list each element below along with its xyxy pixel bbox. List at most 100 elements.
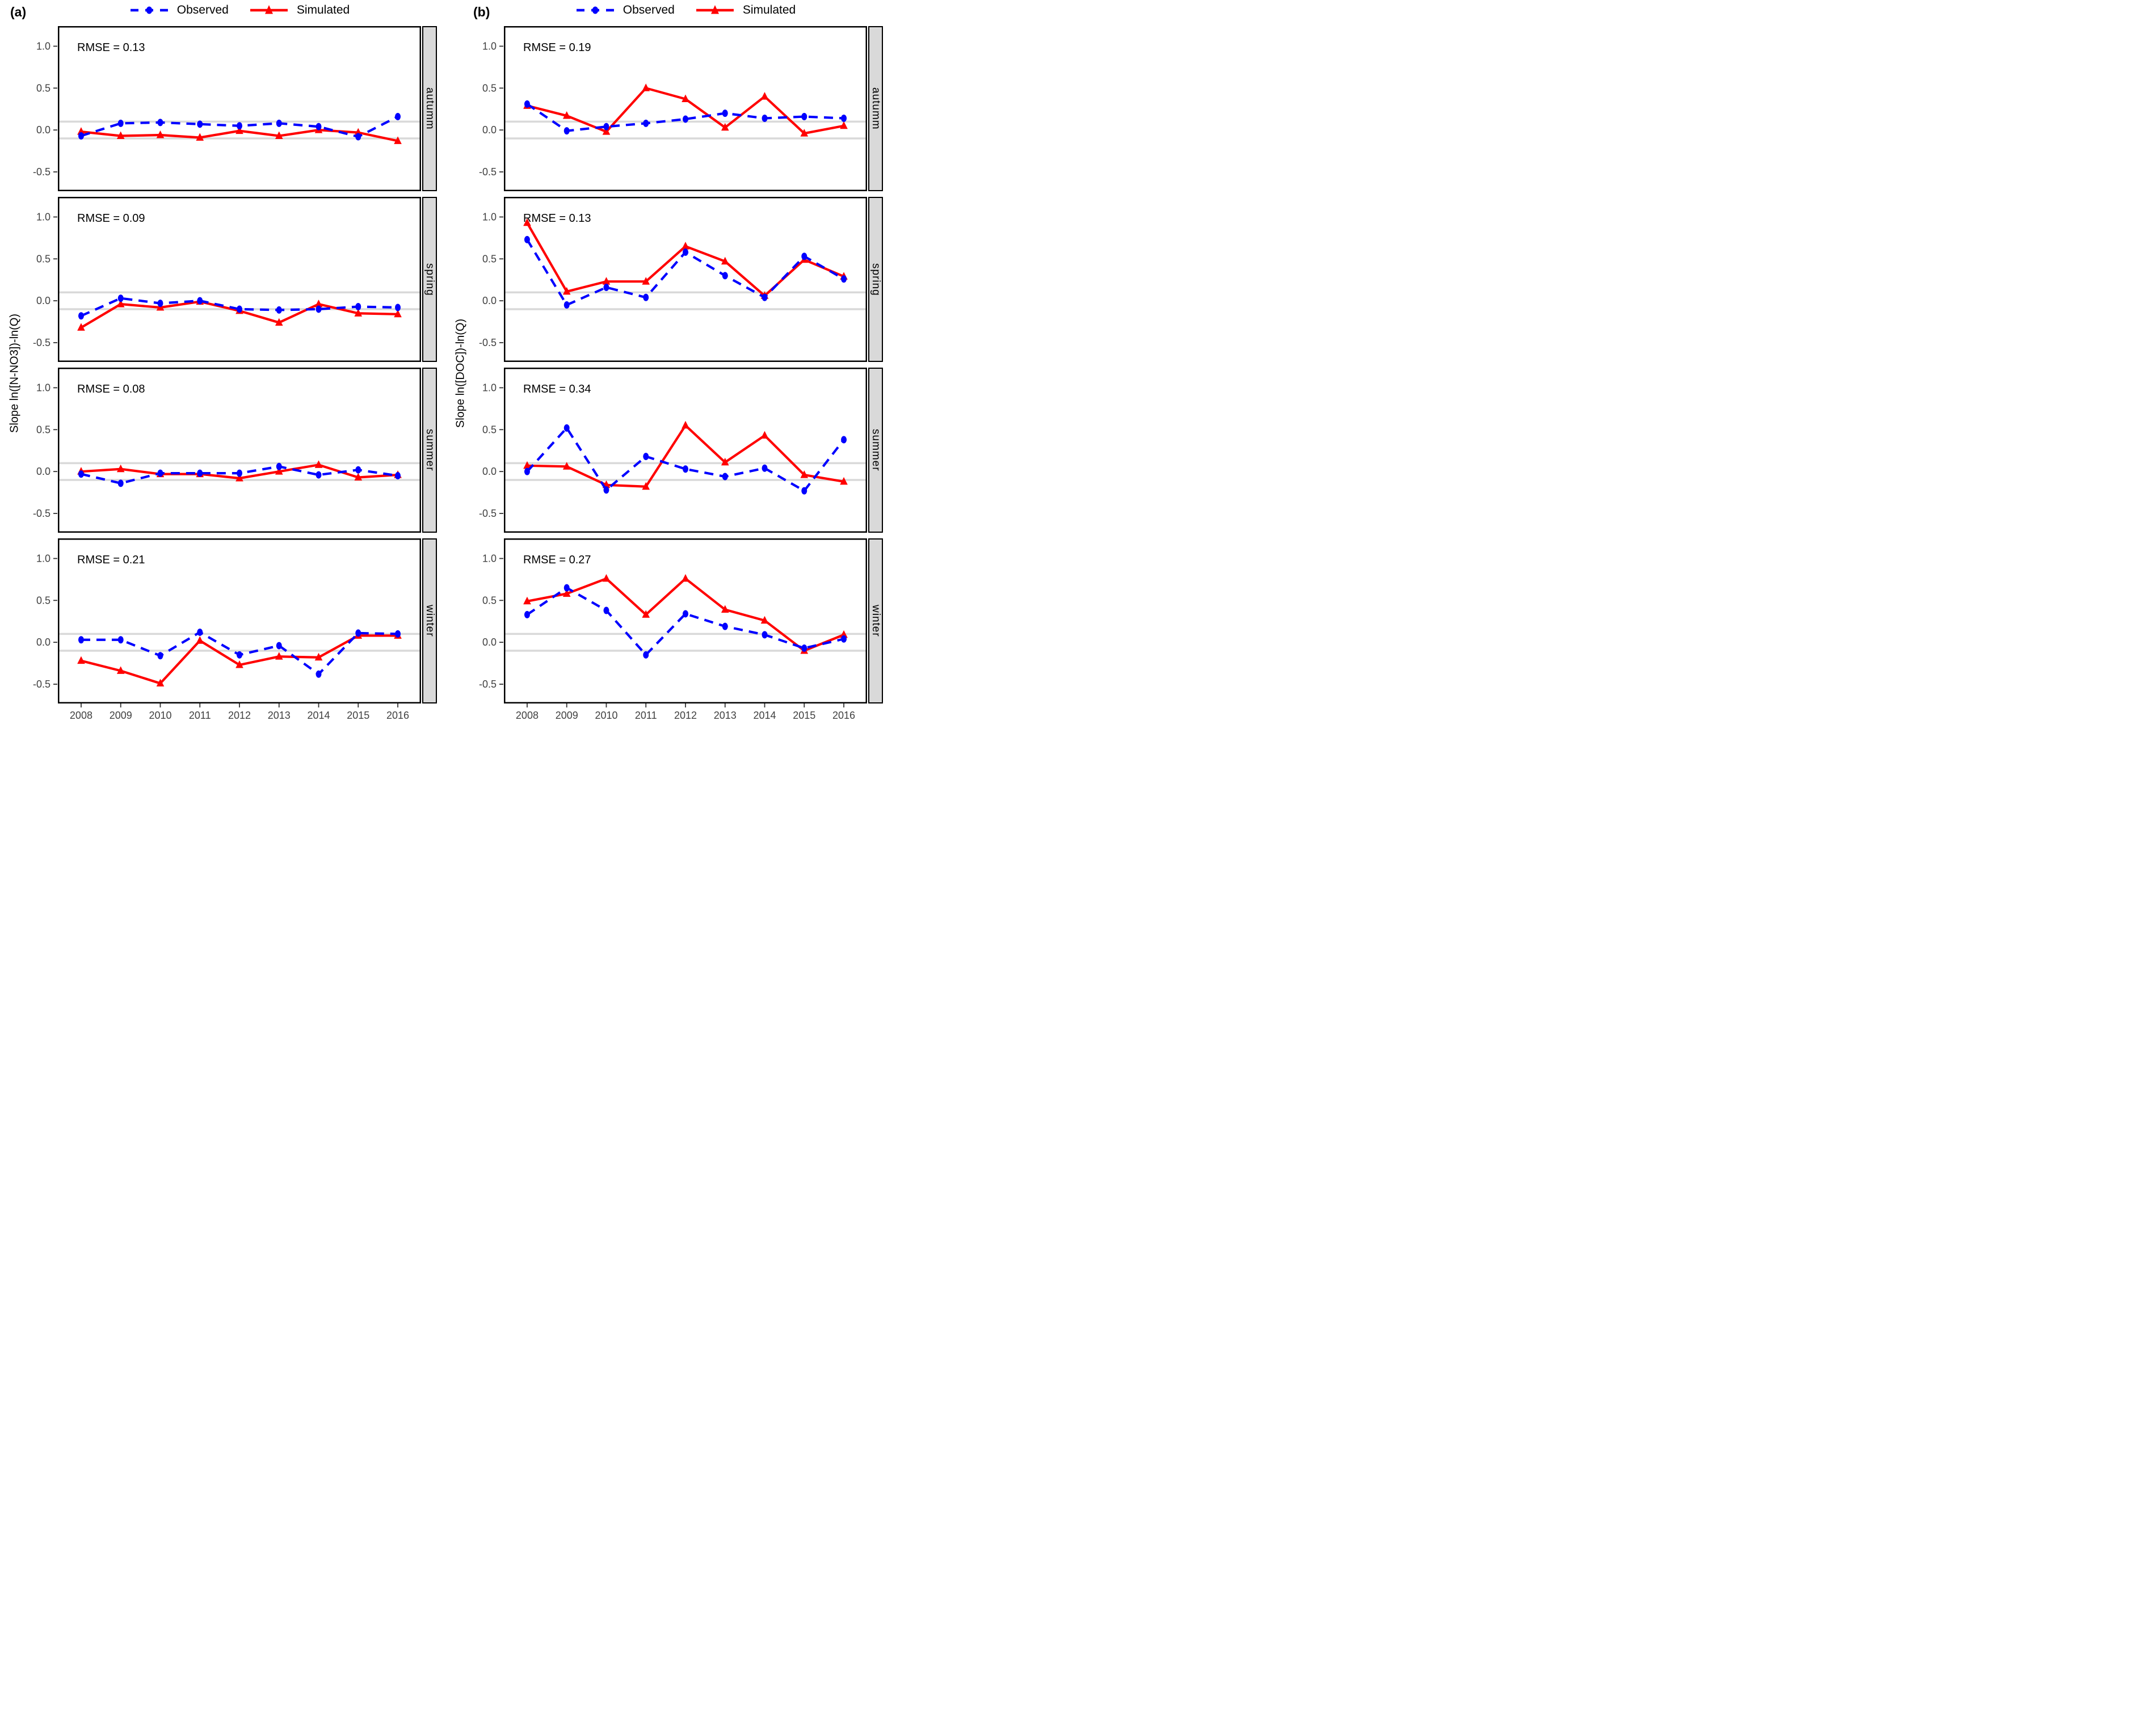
facet-a-summer: 1.0 0.5 0.0 -0.5 RMSE = 0.08 summer	[25, 368, 437, 533]
observed-series	[524, 584, 847, 659]
y-axis-ticks: 1.0 0.5 0.0 -0.5	[479, 382, 503, 519]
svg-text:0.5: 0.5	[36, 82, 51, 94]
svg-text:-0.5: -0.5	[479, 508, 497, 519]
legend-row-b: (b) Observed Simulated	[451, 0, 883, 26]
facet-a-autumn: 1.0 0.5 0.0 -0.5 RMSE = 0.13 autumm	[25, 26, 437, 191]
panel-border	[504, 538, 867, 703]
facet-strip-label: winter	[870, 605, 882, 637]
facet-strip-a-spring: spring	[422, 197, 437, 362]
svg-text:2012: 2012	[674, 710, 697, 720]
svg-text:2012: 2012	[228, 710, 251, 720]
svg-text:-0.5: -0.5	[479, 679, 497, 690]
svg-text:2011: 2011	[635, 710, 657, 720]
svg-text:0.0: 0.0	[36, 124, 51, 136]
svg-text:2009: 2009	[556, 710, 578, 720]
facet-b-autumn: 1.0 0.5 0.0 -0.5 RMSE = 0.19 autumm	[471, 26, 883, 191]
facet-a-spring: 1.0 0.5 0.0 -0.5 RMSE = 0.09 spring	[25, 197, 437, 362]
svg-text:-0.5: -0.5	[479, 337, 497, 348]
x-axis-b: 2008 2009 2010 2011 2012 2013 2014 2015 2016	[516, 703, 855, 720]
svg-text:-0.5: -0.5	[479, 166, 497, 178]
panel-border	[504, 368, 867, 533]
rmse-annotation: RMSE = 0.13	[523, 212, 591, 225]
panel-border	[58, 368, 421, 533]
y-axis-ticks: 1.0 0.5 0.0 -0.5	[479, 553, 503, 690]
legend-row-a: (a) Observed Simulated	[5, 0, 437, 26]
observed-series	[524, 100, 847, 135]
facet-strip-label: summer	[870, 429, 882, 471]
y-axis-title-b: Slope ln([DOC])-ln(Q)	[451, 26, 471, 720]
observed-dashed-line-icon	[576, 6, 614, 14]
svg-text:2010: 2010	[149, 710, 171, 720]
legend-label-simulated: Simulated	[742, 3, 796, 16]
svg-text:2011: 2011	[189, 710, 211, 720]
facet-strip-label: winter	[424, 605, 436, 637]
svg-text:2008: 2008	[70, 710, 92, 720]
facet-strip-label: spring	[870, 263, 882, 296]
panel-background	[25, 197, 421, 362]
y-axis-title-a: Slope ln([N-NO3])-ln(Q)	[5, 26, 25, 720]
facet-b-spring: 1.0 0.5 0.0 -0.5 RMSE = 0.13 spring	[471, 197, 883, 362]
panel-plot-b-summer: 1.0 0.5 0.0 -0.5 RMSE = 0.34	[471, 368, 867, 533]
reference-lines	[505, 462, 866, 481]
rmse-annotation: RMSE = 0.09	[77, 212, 145, 225]
facet-strip-a-autumn: autumm	[422, 26, 437, 191]
rmse-annotation: RMSE = 0.34	[523, 383, 591, 395]
facet-strip-a-winter: winter	[422, 538, 437, 703]
simulated-series	[523, 83, 848, 137]
rmse-annotation: RMSE = 0.19	[523, 41, 591, 54]
observed-series	[524, 424, 847, 495]
panel-border	[504, 197, 867, 362]
svg-text:0.5: 0.5	[36, 595, 51, 606]
rmse-annotation: RMSE = 0.27	[523, 554, 591, 566]
svg-text:1.0: 1.0	[36, 382, 51, 393]
facet-strip-label: autumm	[424, 87, 436, 130]
observed-series	[78, 628, 401, 678]
panel-border	[58, 197, 421, 362]
svg-text:2016: 2016	[832, 710, 855, 720]
svg-text:2013: 2013	[268, 710, 291, 720]
column-a: (a) Observed Simulated	[5, 0, 437, 720]
panel-background	[471, 197, 867, 362]
facet-strip-label: summer	[424, 429, 436, 471]
svg-text:1.0: 1.0	[482, 40, 497, 52]
svg-text:2014: 2014	[753, 710, 776, 720]
plots-a: 1.0 0.5 0.0 -0.5 RMSE = 0.13 autumm 1.0 0.5 0.…	[25, 26, 437, 720]
facet-strip-b-summer: summer	[868, 368, 883, 533]
svg-text:-0.5: -0.5	[33, 508, 51, 519]
svg-text:1.0: 1.0	[482, 211, 497, 222]
svg-text:0.0: 0.0	[36, 637, 51, 648]
facet-strip-b-autumn: autumm	[868, 26, 883, 191]
panel-a-tag: (a)	[10, 5, 27, 19]
panel-plot-a-spring: 1.0 0.5 0.0 -0.5 RMSE = 0.09	[25, 197, 421, 362]
svg-text:0.5: 0.5	[482, 595, 497, 606]
plots-b: 1.0 0.5 0.0 -0.5 RMSE = 0.19 autumm 1.0 0.5 0.…	[471, 26, 883, 720]
svg-text:2015: 2015	[347, 710, 369, 720]
legend-a: Observed Simulated	[58, 3, 421, 17]
panel-border	[504, 26, 867, 191]
legend-item-observed: Observed	[129, 3, 229, 17]
simulated-series	[77, 631, 402, 687]
svg-text:2009: 2009	[110, 710, 132, 720]
svg-text:0.0: 0.0	[482, 295, 497, 306]
simulated-series	[523, 574, 848, 654]
column-a-body: Slope ln([N-NO3])-ln(Q) 1.0 0.5 0.0 -0.5 RMS…	[5, 26, 437, 720]
simulated-solid-line-icon	[696, 5, 734, 14]
panel-b-tag: (b)	[473, 5, 490, 19]
panel-plot-b-winter: 1.0 0.5 0.0 -0.5 RMSE = 0.27	[471, 538, 867, 703]
svg-text:2010: 2010	[595, 710, 617, 720]
svg-text:1.0: 1.0	[482, 382, 497, 393]
panel-border	[58, 26, 421, 191]
simulated-series	[77, 125, 402, 144]
y-axis-ticks: 1.0 0.5 0.0 -0.5	[479, 211, 503, 348]
panel-background	[25, 538, 421, 703]
svg-text:0.5: 0.5	[482, 82, 497, 94]
x-axis-a: 2008 2009 2010 2011 2012 2013 2014 2015 2016	[70, 703, 409, 720]
rmse-annotation: RMSE = 0.13	[77, 41, 145, 54]
svg-text:-0.5: -0.5	[33, 679, 51, 690]
facet-strip-a-summer: summer	[422, 368, 437, 533]
panel-plot-a-winter: 1.0 0.5 0.0 -0.5 RMSE = 0.21	[25, 538, 421, 703]
facet-a-winter: 1.0 0.5 0.0 -0.5 RMSE = 0.21 winter	[25, 538, 437, 703]
y-axis-title-b-text: Slope ln([DOC])-ln(Q)	[454, 318, 467, 428]
observed-series	[524, 235, 847, 309]
svg-text:2014: 2014	[307, 710, 330, 720]
